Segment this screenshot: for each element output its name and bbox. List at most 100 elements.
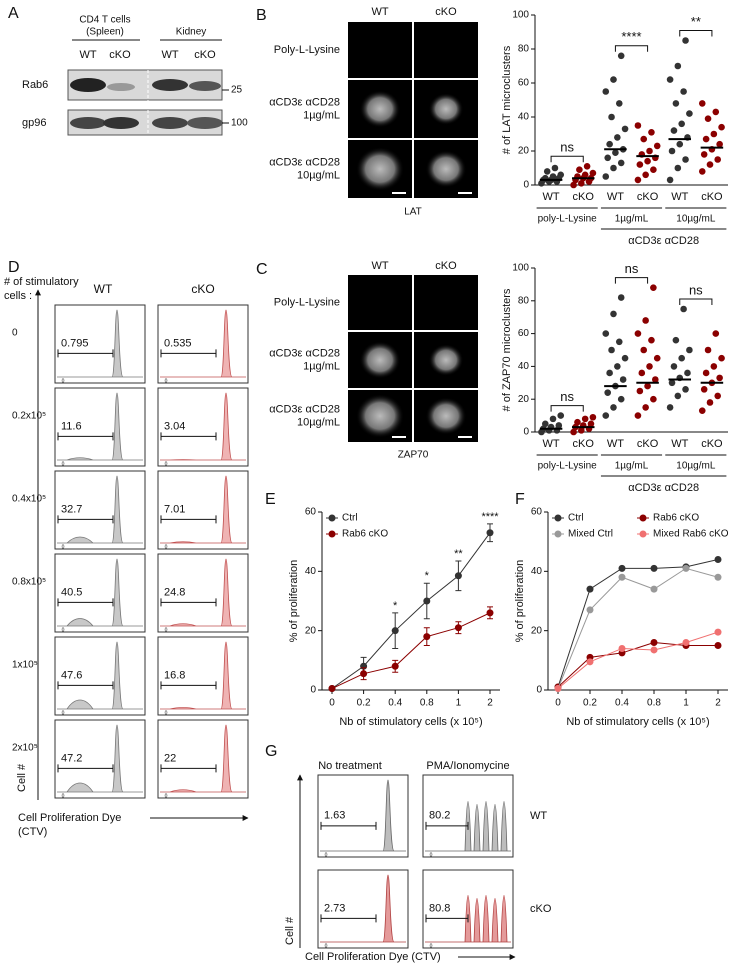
data-point (602, 173, 610, 180)
data-point (714, 156, 722, 163)
data-point (612, 149, 619, 156)
series-line (331, 532, 491, 689)
panel-label: C (256, 261, 268, 278)
y-tick-label: 0 (310, 685, 316, 696)
y-tick-label: 60 (518, 328, 530, 339)
histogram-frame (157, 636, 249, 716)
panel-label: G (265, 743, 277, 760)
x-tick-label: 0.8 (420, 698, 434, 709)
legend-marker (554, 530, 562, 538)
data-point (636, 387, 644, 395)
row-label: Poly-L-Lysine (274, 296, 340, 308)
histogram-frame (157, 387, 249, 467)
western-blot (67, 39, 229, 136)
x-tick-label: cKO (573, 438, 595, 450)
mw-marker: 25 (231, 85, 243, 96)
histogram (57, 641, 143, 710)
data-point (650, 395, 657, 403)
data-point (610, 164, 617, 172)
y-tick-label: 40 (531, 566, 543, 577)
y-tick-label: 20 (518, 394, 530, 405)
y-tick-label: 60 (305, 507, 317, 518)
significance: * (425, 570, 430, 582)
data-point (680, 305, 687, 313)
data-point (682, 156, 689, 163)
data-point (650, 284, 657, 291)
column-label: WT (371, 260, 388, 272)
axis-title: # of stimulatory (4, 276, 79, 288)
legend-marker (639, 530, 647, 538)
axis-title: cells : (4, 290, 32, 302)
data-point (646, 147, 653, 155)
y-axis-label: % of proliferation (514, 560, 526, 643)
data-point (618, 573, 626, 581)
micrograph (414, 22, 478, 78)
data-point (642, 171, 649, 179)
axis-label: Cell Proliferation Dye (18, 812, 121, 824)
data-point (674, 62, 682, 70)
histogram-frame (54, 470, 146, 550)
data-point (391, 627, 399, 635)
data-point (610, 404, 617, 411)
histogram-frame (157, 470, 249, 550)
significance-bracket (614, 45, 649, 52)
data-point (583, 163, 591, 170)
data-point (587, 420, 595, 428)
data-point (702, 135, 710, 143)
lane-label: cKO (109, 49, 131, 61)
significance: ns (625, 261, 639, 276)
x-tick-label: 0 (555, 698, 561, 709)
data-point (610, 310, 617, 318)
micrograph (348, 275, 412, 330)
data-point (617, 52, 625, 60)
histogram (320, 779, 406, 852)
x-tick-label: cKO (701, 438, 723, 450)
data-point (454, 624, 462, 632)
significance: ** (454, 548, 463, 560)
gate-value: 80.8 (429, 902, 450, 914)
group-label: 10µg/mL (676, 461, 716, 472)
micrograph (348, 22, 412, 78)
data-point (549, 415, 557, 423)
data-point (574, 418, 581, 426)
histogram-frame (54, 719, 146, 799)
y-tick-label: 80 (518, 44, 530, 55)
gate-value: 11.6 (61, 420, 82, 432)
x-tick-label: 1 (456, 698, 462, 709)
gate-value: 0.535 (164, 337, 192, 349)
data-point (716, 374, 723, 382)
panel-label: A (8, 5, 19, 22)
data-point (581, 415, 589, 423)
data-point (578, 180, 585, 187)
axis-zero: 0 (62, 544, 65, 550)
data-point (618, 564, 626, 572)
group-label: poly-L-Lysine (538, 461, 598, 472)
row-label: 2x10⁵ (12, 743, 38, 754)
histogram-frame (157, 719, 249, 799)
y-tick-label: 80 (518, 295, 530, 306)
histogram-frame (157, 304, 249, 384)
data-point (684, 369, 691, 377)
data-point (549, 173, 557, 180)
data-point (634, 412, 642, 419)
data-point (638, 369, 646, 377)
data-point (644, 157, 651, 165)
data-point (700, 386, 708, 393)
row-label: 10µg/mL (297, 169, 340, 181)
data-point (634, 176, 642, 184)
group-label: poly-L-Lysine (538, 214, 598, 225)
row-label: 1µg/mL (303, 109, 340, 121)
data-point (614, 363, 621, 370)
row-label: αCD3ε αCD28 (269, 156, 340, 168)
legend-marker (639, 514, 647, 522)
x-tick-label: 2 (487, 698, 493, 709)
legend-marker (328, 514, 336, 522)
data-point (617, 294, 625, 301)
data-point (640, 346, 648, 354)
y-tick-label: 20 (305, 625, 317, 636)
data-point (615, 338, 623, 346)
x-tick-label: WT (607, 438, 624, 450)
x-tick-label: 1 (683, 698, 689, 709)
histogram (57, 724, 143, 793)
row-label: αCD3ε αCD28 (269, 403, 340, 415)
